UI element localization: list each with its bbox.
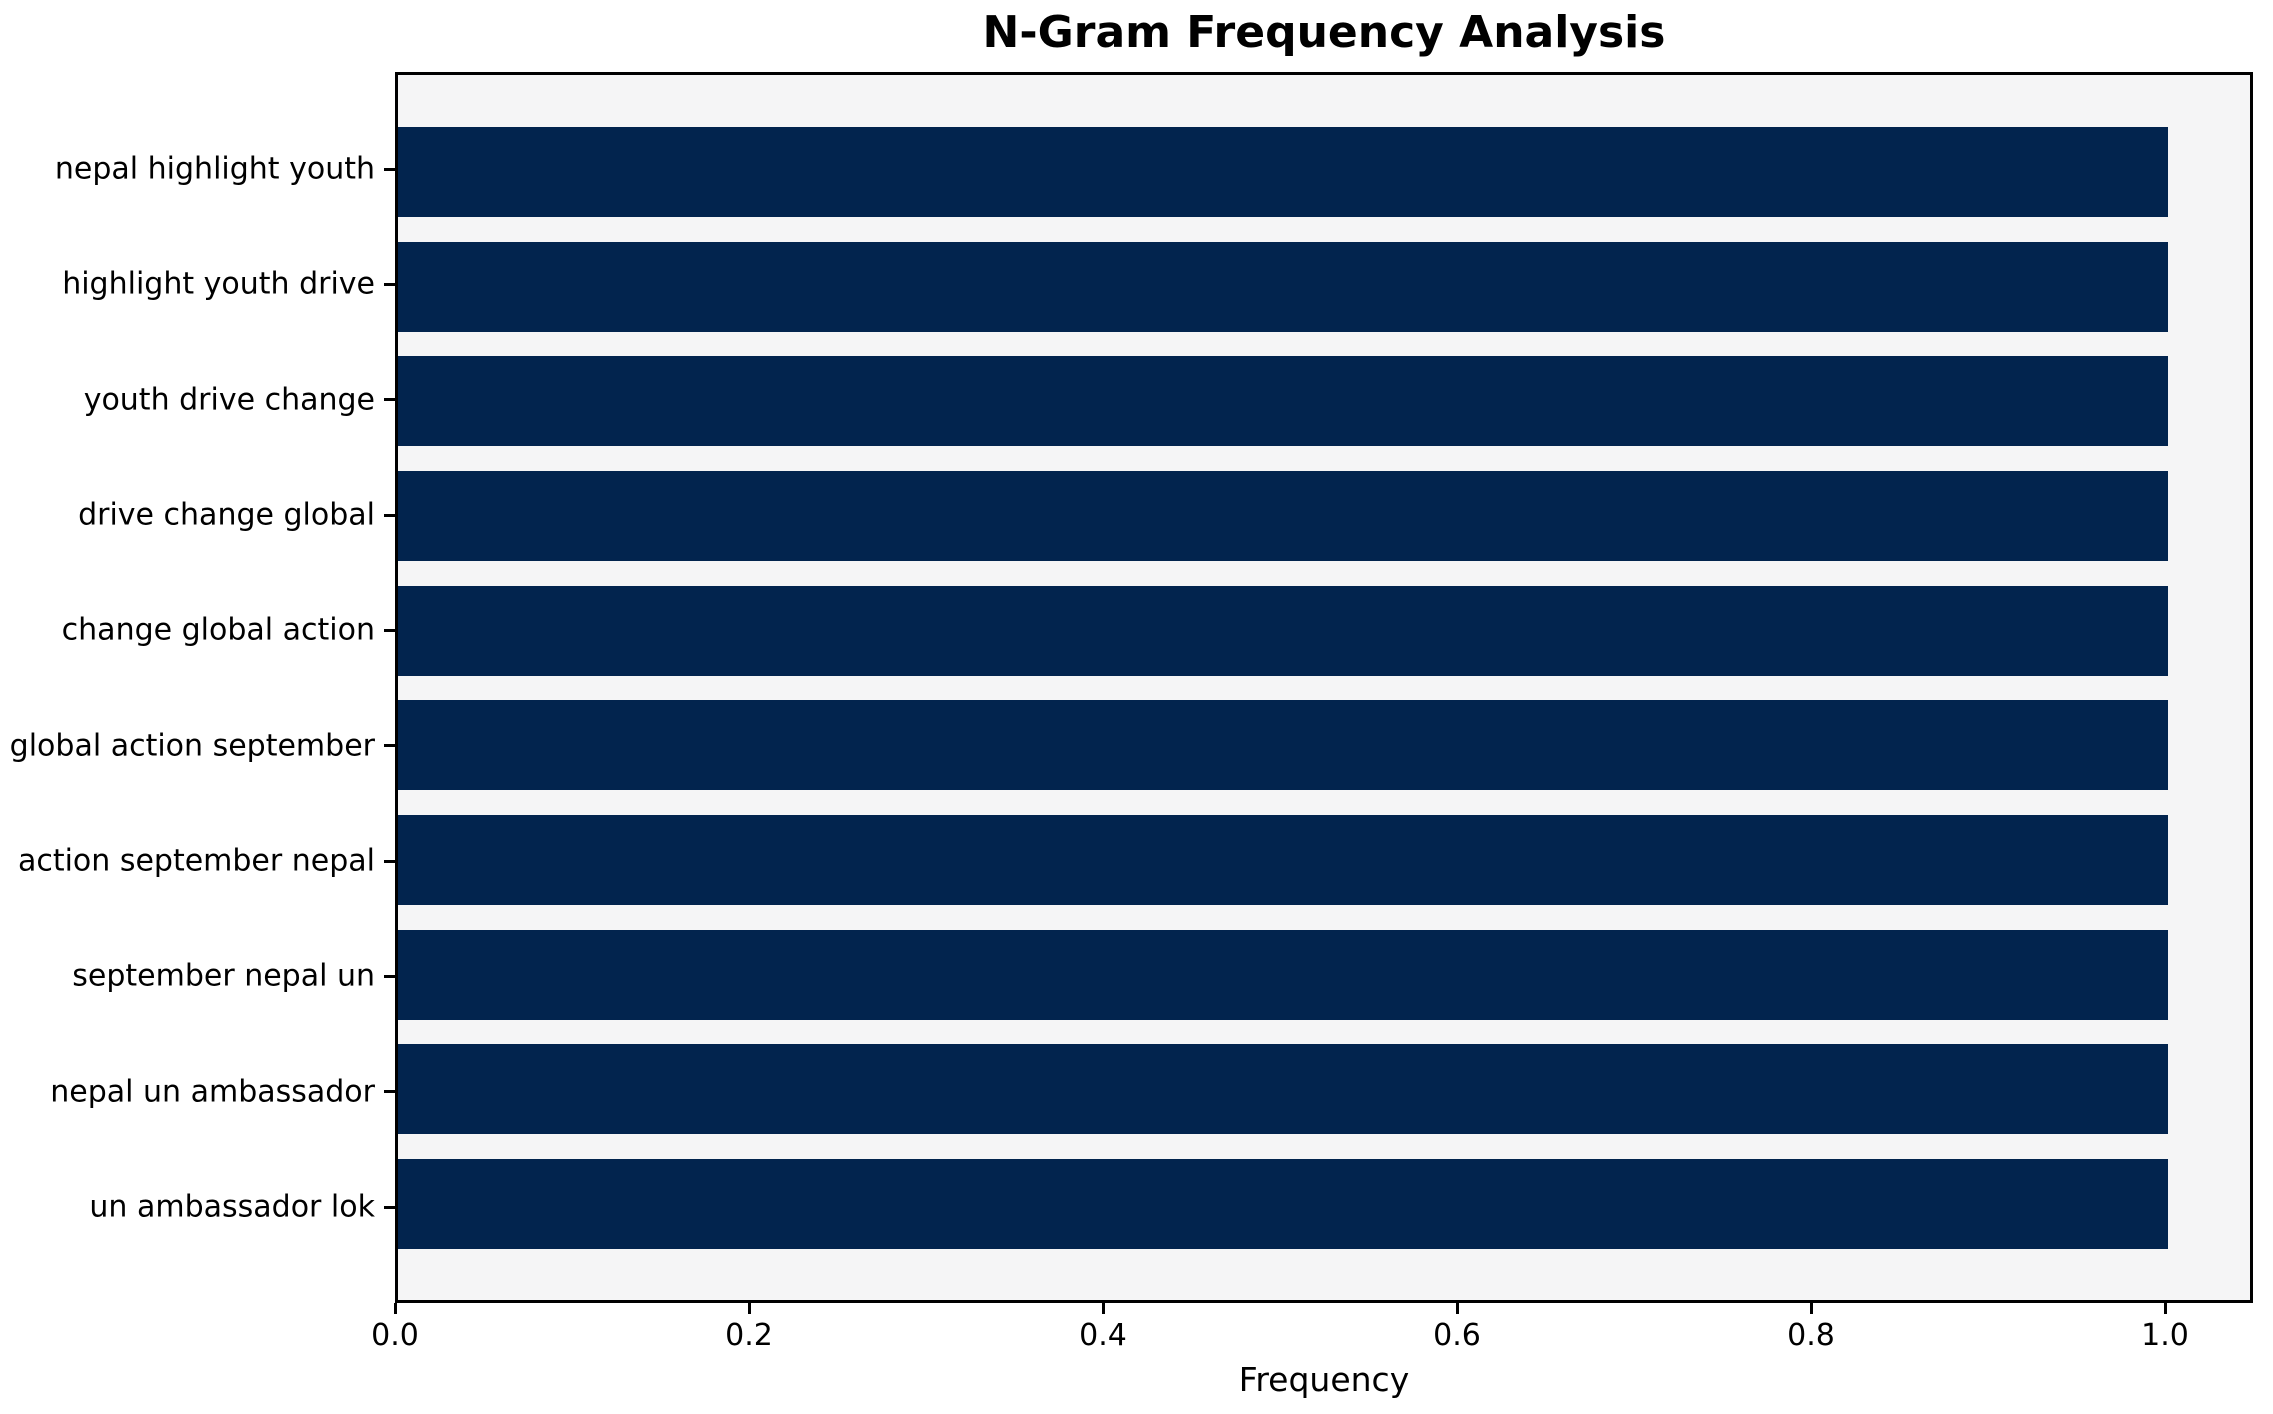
y-tick-label: youth drive change: [83, 382, 375, 418]
plot-area: [395, 72, 2253, 1303]
bar: [398, 356, 2168, 447]
y-tick-mark: [384, 744, 395, 748]
x-tick-label: 0.0: [371, 1318, 419, 1353]
y-tick-label: change global action: [61, 612, 375, 648]
y-tick-mark: [384, 1090, 395, 1094]
bar: [398, 585, 2168, 676]
y-tick-label: nepal un ambassador: [50, 1074, 375, 1110]
y-tick-mark: [384, 167, 395, 171]
bar: [398, 241, 2168, 332]
y-tick-mark: [384, 282, 395, 286]
x-tick-label: 0.4: [1079, 1318, 1127, 1353]
x-tick-mark: [1455, 1303, 1459, 1314]
y-tick-mark: [384, 398, 395, 402]
bar-row: [398, 356, 2250, 447]
bar-row: [398, 1158, 2250, 1249]
x-tick-mark: [747, 1303, 751, 1314]
y-tick-label: nepal highlight youth: [54, 151, 375, 187]
y-tick-mark: [384, 1205, 395, 1209]
bar: [398, 470, 2168, 561]
bar: [398, 1158, 2168, 1249]
y-tick-mark: [384, 859, 395, 863]
bar-row: [398, 241, 2250, 332]
x-tick-label: 0.8: [1787, 1318, 1835, 1353]
bar-row: [398, 127, 2250, 217]
x-tick-mark: [393, 1303, 397, 1314]
x-tick-label: 0.6: [1433, 1318, 1481, 1353]
x-tick-mark: [1809, 1303, 1813, 1314]
bar: [398, 1044, 2168, 1135]
x-tick-label: 0.2: [725, 1318, 773, 1353]
y-tick-mark: [384, 628, 395, 632]
x-tick-mark: [2163, 1303, 2167, 1314]
bar-row: [398, 1044, 2250, 1135]
y-tick-label: september nepal un: [72, 958, 375, 994]
bar: [398, 814, 2168, 905]
bar-row: [398, 470, 2250, 561]
chart-title: N-Gram Frequency Analysis: [982, 7, 1666, 58]
bar-row: [398, 585, 2250, 676]
bar-row: [398, 814, 2250, 905]
y-tick-label: action september nepal: [17, 843, 375, 879]
x-tick-label: 1.0: [2141, 1318, 2189, 1353]
y-tick-label: un ambassador lok: [89, 1189, 375, 1225]
y-tick-label: global action september: [9, 728, 375, 764]
bars-container: [398, 127, 2250, 1249]
y-tick-label: highlight youth drive: [62, 266, 375, 302]
y-tick-mark: [384, 513, 395, 517]
bar-row: [398, 700, 2250, 791]
bar: [398, 127, 2168, 217]
bar: [398, 929, 2168, 1020]
bar-row: [398, 929, 2250, 1020]
y-tick-label: drive change global: [78, 497, 375, 533]
bar: [398, 700, 2168, 791]
y-tick-mark: [384, 974, 395, 978]
x-tick-mark: [1101, 1303, 1105, 1314]
x-axis-title: Frequency: [1238, 1360, 1410, 1399]
